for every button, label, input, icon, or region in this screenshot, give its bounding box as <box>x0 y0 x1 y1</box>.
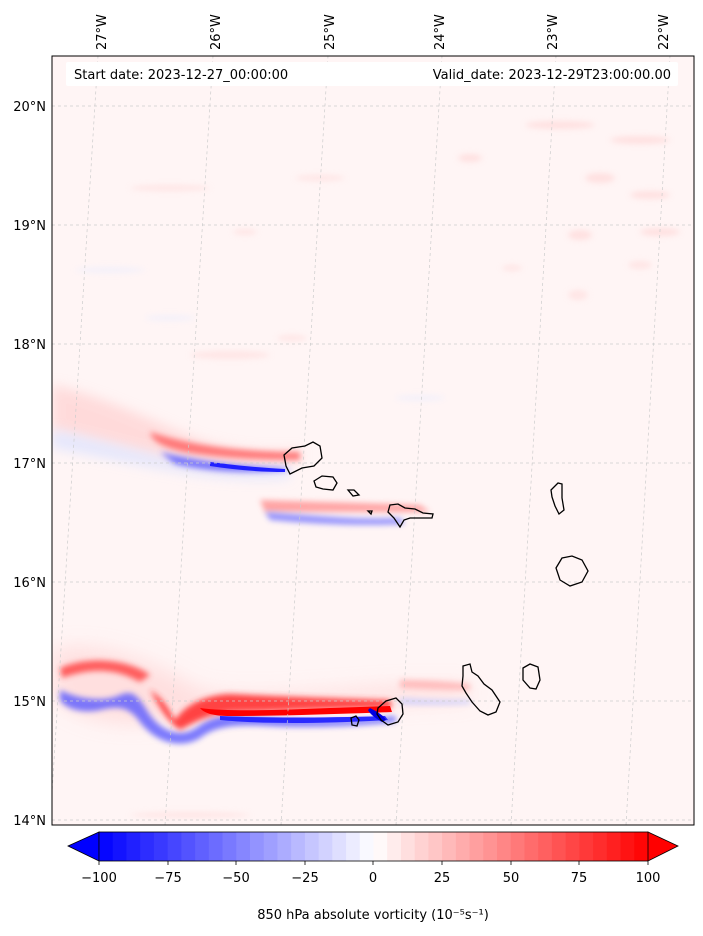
colorbar-segment <box>606 832 622 861</box>
colorbar-segment <box>126 832 141 861</box>
island-maio <box>522 663 541 690</box>
lat-tick-label: 18°N <box>13 338 46 353</box>
colorbar-segment <box>524 832 539 861</box>
colorbar-segment <box>153 832 169 861</box>
colorbar-segment <box>181 832 196 861</box>
island-santiago <box>461 663 501 716</box>
colorbar-segment <box>497 832 512 861</box>
colorbar-segment <box>634 832 649 861</box>
date-header-box <box>66 62 678 86</box>
colorbar-segment <box>565 832 580 861</box>
colorbar-segment <box>483 832 498 861</box>
latitude-ticks: 20°N 19°N 18°N 17°N 16°N 15°N 14°N <box>13 100 46 829</box>
colorbar-ticks <box>98 861 649 865</box>
lat-tick-label: 19°N <box>13 219 46 234</box>
north-vorticity-band <box>52 385 300 479</box>
lat-tick-label: 17°N <box>13 457 46 472</box>
middle-vorticity-band <box>260 500 430 525</box>
colorbar-low-extension <box>67 831 100 862</box>
longitude-ticks: 27°W 26°W 25°W 24°W 23°W 22°W <box>95 14 672 50</box>
colorbar-segment <box>318 832 333 861</box>
colorbar-segment <box>579 832 594 861</box>
lon-tick-label: 22°W <box>657 14 672 50</box>
colorbar-tick-label: 100 <box>636 871 661 886</box>
colorbar-tick-label: −100 <box>81 871 117 886</box>
colorbar-segment <box>263 832 279 861</box>
colorbar-segment <box>442 832 457 861</box>
colorbar-tick-label: 50 <box>503 871 520 886</box>
colorbar-segment <box>291 832 306 861</box>
lat-tick-label: 15°N <box>13 695 46 710</box>
lon-tick-label: 24°W <box>433 14 448 50</box>
colorbar-segment <box>304 832 320 861</box>
colorbar-segment <box>359 832 375 861</box>
colorbar-segment <box>551 832 567 861</box>
colorbar-segment <box>167 832 182 861</box>
colorbar-segment <box>455 832 471 861</box>
vorticity-field <box>52 56 694 825</box>
colorbar-segment <box>277 832 292 861</box>
colorbar-segment <box>373 832 388 861</box>
south-vorticity-band <box>52 647 470 744</box>
colorbar-segment <box>400 832 416 861</box>
colorbar-segment <box>538 832 553 861</box>
gridlines <box>52 56 694 825</box>
colorbar-segment <box>414 832 429 861</box>
colorbar-segment <box>332 832 347 861</box>
colorbar-tick-label: 25 <box>434 871 451 886</box>
colorbar-segment <box>112 832 128 861</box>
island-santa-luzia <box>346 489 361 497</box>
island-boa-vista <box>555 555 589 587</box>
colorbar-tick-label: 75 <box>571 871 588 886</box>
colorbar-segment <box>620 832 635 861</box>
colorbar-tick-label: −75 <box>154 871 181 886</box>
coastlines <box>283 441 589 727</box>
island-sao-nicolau <box>387 503 434 529</box>
colorbar-segment <box>593 832 608 861</box>
colorbar-segment <box>236 832 251 861</box>
lon-tick-label: 27°W <box>95 14 110 50</box>
island-fogo <box>376 697 404 726</box>
lat-tick-label: 14°N <box>13 814 46 829</box>
map-frame <box>51 55 695 826</box>
colorbar-segment <box>428 832 443 861</box>
island-sal <box>550 482 565 516</box>
colorbar-tick-label: −50 <box>222 871 249 886</box>
colorbar-segment <box>387 832 402 861</box>
start-date-label: Start date: 2023-12-27_00:00:00 <box>74 68 288 83</box>
colorbar-tick-label: −25 <box>291 871 318 886</box>
colorbar-segment <box>469 832 484 861</box>
colorbar-segment <box>99 832 114 861</box>
island-brava <box>350 715 360 727</box>
colorbar-segment <box>249 832 265 861</box>
island-branco-raso <box>366 510 373 516</box>
colorbar-segments <box>99 832 649 861</box>
colorbar-segment <box>510 832 526 861</box>
island-sao-vicente <box>313 475 338 491</box>
colorbar: −100 −75 −50 −25 0 25 50 75 100 850 hPa … <box>67 831 679 923</box>
island-santo-antao <box>283 441 323 475</box>
colorbar-tick-label: 0 <box>369 871 377 886</box>
lon-tick-label: 25°W <box>323 14 338 50</box>
colorbar-segment <box>140 832 155 861</box>
colorbar-outline <box>98 831 649 862</box>
colorbar-high-extension <box>647 831 679 862</box>
colorbar-segment <box>208 832 224 861</box>
weak-vorticity-patches <box>75 121 680 818</box>
colorbar-segment <box>222 832 237 861</box>
lat-tick-label: 20°N <box>13 100 46 115</box>
lon-tick-label: 23°W <box>546 14 561 50</box>
colorbar-label: 850 hPa absolute vorticity (10⁻⁵s⁻¹) <box>257 908 489 923</box>
colorbar-segment <box>346 832 361 861</box>
lat-tick-label: 16°N <box>13 576 46 591</box>
colorbar-segment <box>195 832 210 861</box>
lon-tick-label: 26°W <box>209 14 224 50</box>
valid-date-label: Valid_date: 2023-12-29T23:00:00.00 <box>433 68 671 83</box>
